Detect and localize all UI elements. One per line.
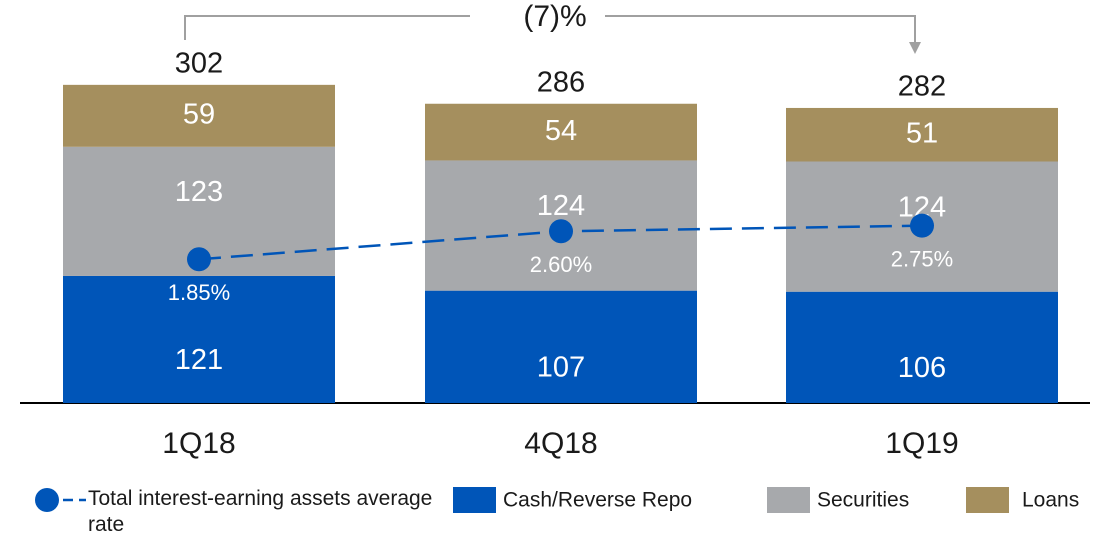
total-label: 282 [898, 71, 946, 103]
legend-swatch [453, 487, 496, 513]
legend-label: Total interest-earning assets average ra… [88, 487, 433, 536]
rate-point [910, 213, 934, 238]
legend-label: Securities [817, 489, 909, 512]
x-tick-label: 1Q19 [885, 427, 958, 460]
change-bracket [184, 15, 921, 54]
bar-segment [63, 84, 335, 147]
rate-point [549, 219, 573, 244]
segment-label: 51 [906, 117, 938, 149]
rate-point [187, 247, 211, 272]
bar-segment [425, 290, 697, 403]
legend-label: Cash/Reverse Repo [503, 489, 692, 512]
bar-segment [786, 291, 1058, 403]
legend-dot [35, 488, 59, 512]
legend-label-box: Total interest-earning assets average ra… [88, 487, 433, 536]
legend-label: Loans [1022, 489, 1079, 512]
bar-segment [63, 275, 335, 403]
bar-segment [786, 107, 1058, 162]
legend: Total interest-earning assets average ra… [35, 487, 1079, 536]
total-label: 286 [537, 66, 585, 98]
segment-label: 124 [537, 190, 585, 222]
x-tick-label: 4Q18 [524, 427, 597, 460]
rate-label: 2.60% [530, 252, 592, 277]
rate-label: 2.75% [891, 246, 953, 271]
segment-label: 123 [175, 176, 223, 208]
rate-label: 1.85% [168, 280, 230, 305]
bar-segment [425, 103, 697, 161]
segment-label: 59 [183, 98, 215, 130]
change-annotation: (7)% [523, 0, 586, 33]
total-label: 302 [175, 48, 223, 80]
segment-label: 121 [175, 344, 223, 376]
legend-swatch [966, 487, 1009, 513]
legend-swatch [767, 487, 810, 513]
segment-label: 106 [898, 352, 946, 384]
segment-label: 54 [545, 115, 577, 147]
x-tick-label: 1Q18 [162, 427, 235, 460]
segment-label: 107 [537, 351, 585, 383]
